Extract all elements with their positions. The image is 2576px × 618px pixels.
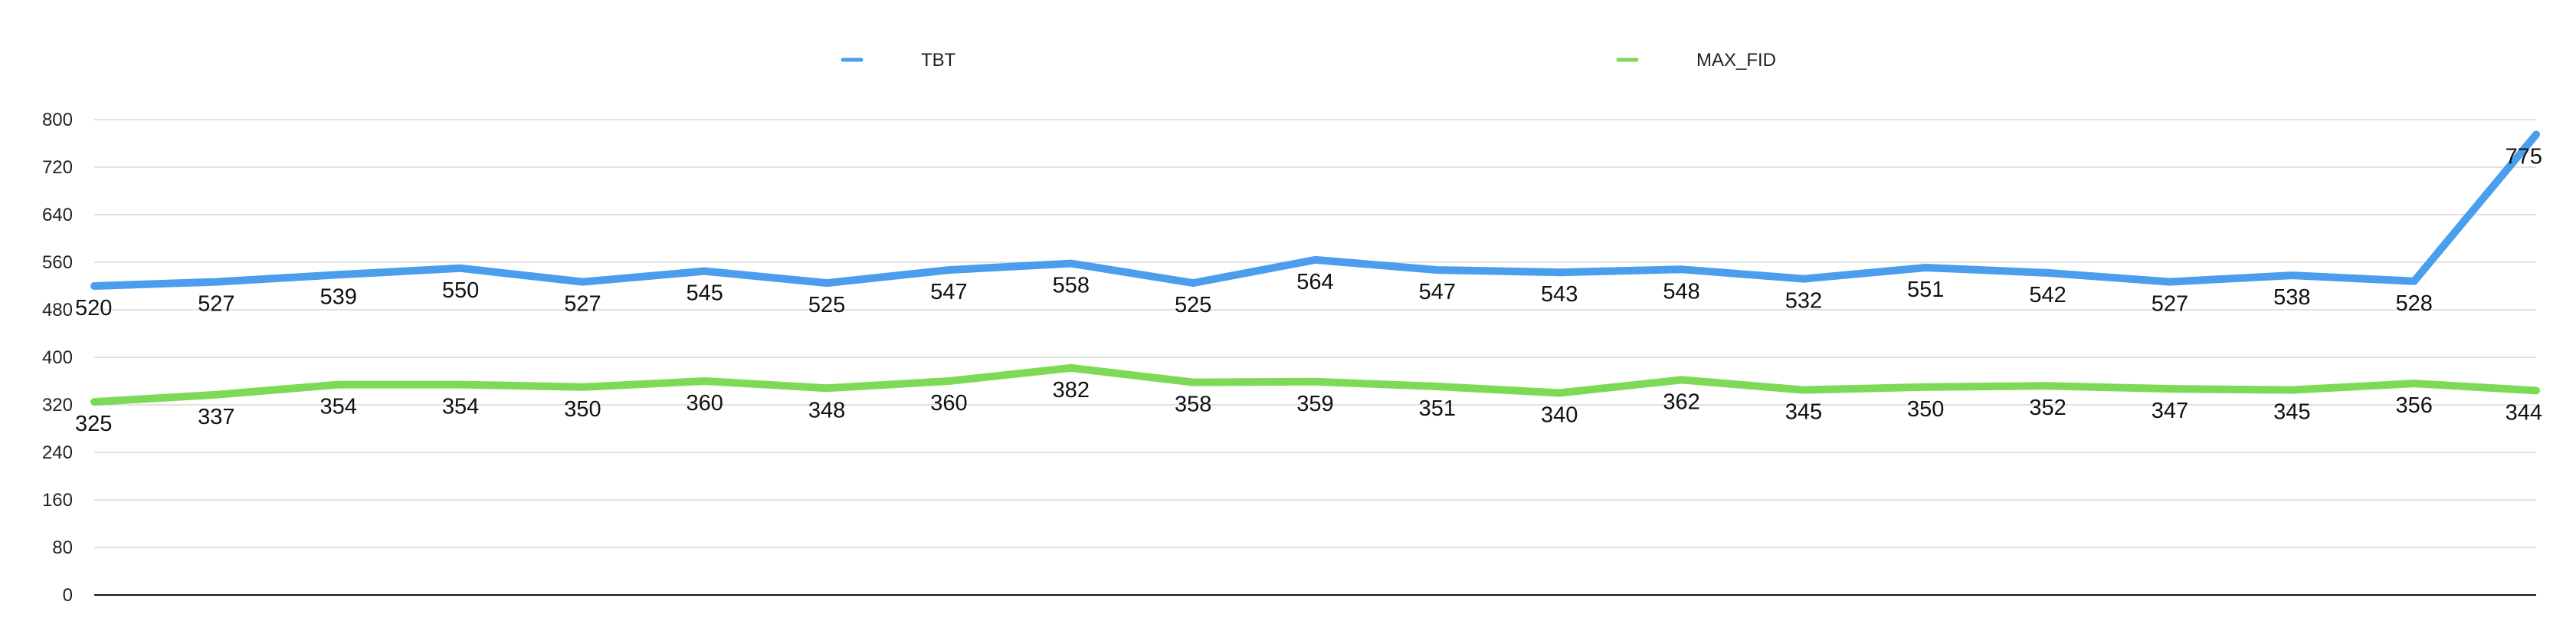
- series-layer: [90, 130, 2540, 406]
- series-line-tbt: [90, 130, 2540, 290]
- y-tick-label: 0: [63, 585, 73, 606]
- data-label: 538: [2273, 285, 2310, 310]
- data-label: 352: [2029, 396, 2066, 420]
- y-tick-label: 800: [42, 110, 73, 130]
- y-tick-label: 400: [42, 347, 73, 368]
- data-label: 348: [808, 398, 845, 422]
- data-label: 360: [930, 391, 967, 416]
- legend-label: MAX_FID: [1696, 50, 1776, 71]
- y-tick-label: 720: [42, 157, 73, 178]
- data-label: 345: [2273, 400, 2310, 425]
- data-label: 350: [564, 397, 601, 422]
- data-label: 564: [1296, 270, 1333, 294]
- data-label: 545: [687, 281, 723, 306]
- data-label: 354: [442, 395, 479, 419]
- y-axis: 0 80 160 240 320 400 480 560 640 720 800: [42, 110, 73, 606]
- y-tick-label: 240: [42, 442, 73, 463]
- data-label: 558: [1053, 274, 1090, 298]
- data-label: 548: [1663, 279, 1699, 304]
- data-label: 350: [1907, 397, 1944, 422]
- data-label: 325: [75, 412, 112, 436]
- legend: TBT MAX_FID: [841, 50, 1776, 71]
- grid: [94, 119, 2536, 548]
- data-label: 351: [1419, 396, 1456, 421]
- data-label: 382: [1053, 378, 1090, 403]
- data-label: 340: [1541, 403, 1578, 428]
- data-label: 539: [320, 284, 357, 309]
- data-label: 551: [1907, 278, 1944, 302]
- data-label: 532: [1785, 289, 1822, 314]
- data-label: 550: [442, 278, 479, 303]
- data-label: 345: [1785, 400, 1822, 425]
- data-label: 337: [198, 405, 234, 429]
- data-labels: 520 527 539 550 527 545 525 547 558 525 564 547 543 5…: [75, 144, 2542, 436]
- data-label: 527: [198, 292, 234, 317]
- data-label: 547: [1419, 280, 1456, 304]
- data-label: 527: [564, 292, 601, 317]
- data-label: 547: [930, 280, 967, 304]
- data-label: 542: [2029, 283, 2066, 307]
- y-tick-label: 560: [42, 252, 73, 273]
- data-label: 362: [1663, 390, 1699, 414]
- data-label: 525: [1175, 293, 1211, 317]
- data-label: 344: [2506, 400, 2542, 425]
- data-label: 347: [2152, 399, 2188, 423]
- data-label: 359: [1296, 392, 1333, 416]
- y-tick-label: 80: [52, 537, 73, 558]
- data-label: 543: [1541, 282, 1578, 307]
- data-label: 525: [808, 293, 845, 317]
- data-label: 360: [687, 391, 723, 416]
- legend-label: TBT: [921, 50, 956, 71]
- data-label: 528: [2395, 291, 2432, 316]
- y-tick-label: 320: [42, 395, 73, 416]
- data-label: 354: [320, 395, 357, 419]
- y-tick-label: 480: [42, 300, 73, 321]
- y-tick-label: 640: [42, 205, 73, 225]
- data-label: 775: [2506, 144, 2542, 169]
- series-line-max-fid: [90, 363, 2540, 406]
- data-label: 356: [2395, 393, 2432, 418]
- data-label: 527: [2152, 292, 2188, 317]
- data-label: 358: [1175, 393, 1211, 417]
- data-label: 520: [75, 296, 112, 321]
- y-tick-label: 160: [42, 490, 73, 511]
